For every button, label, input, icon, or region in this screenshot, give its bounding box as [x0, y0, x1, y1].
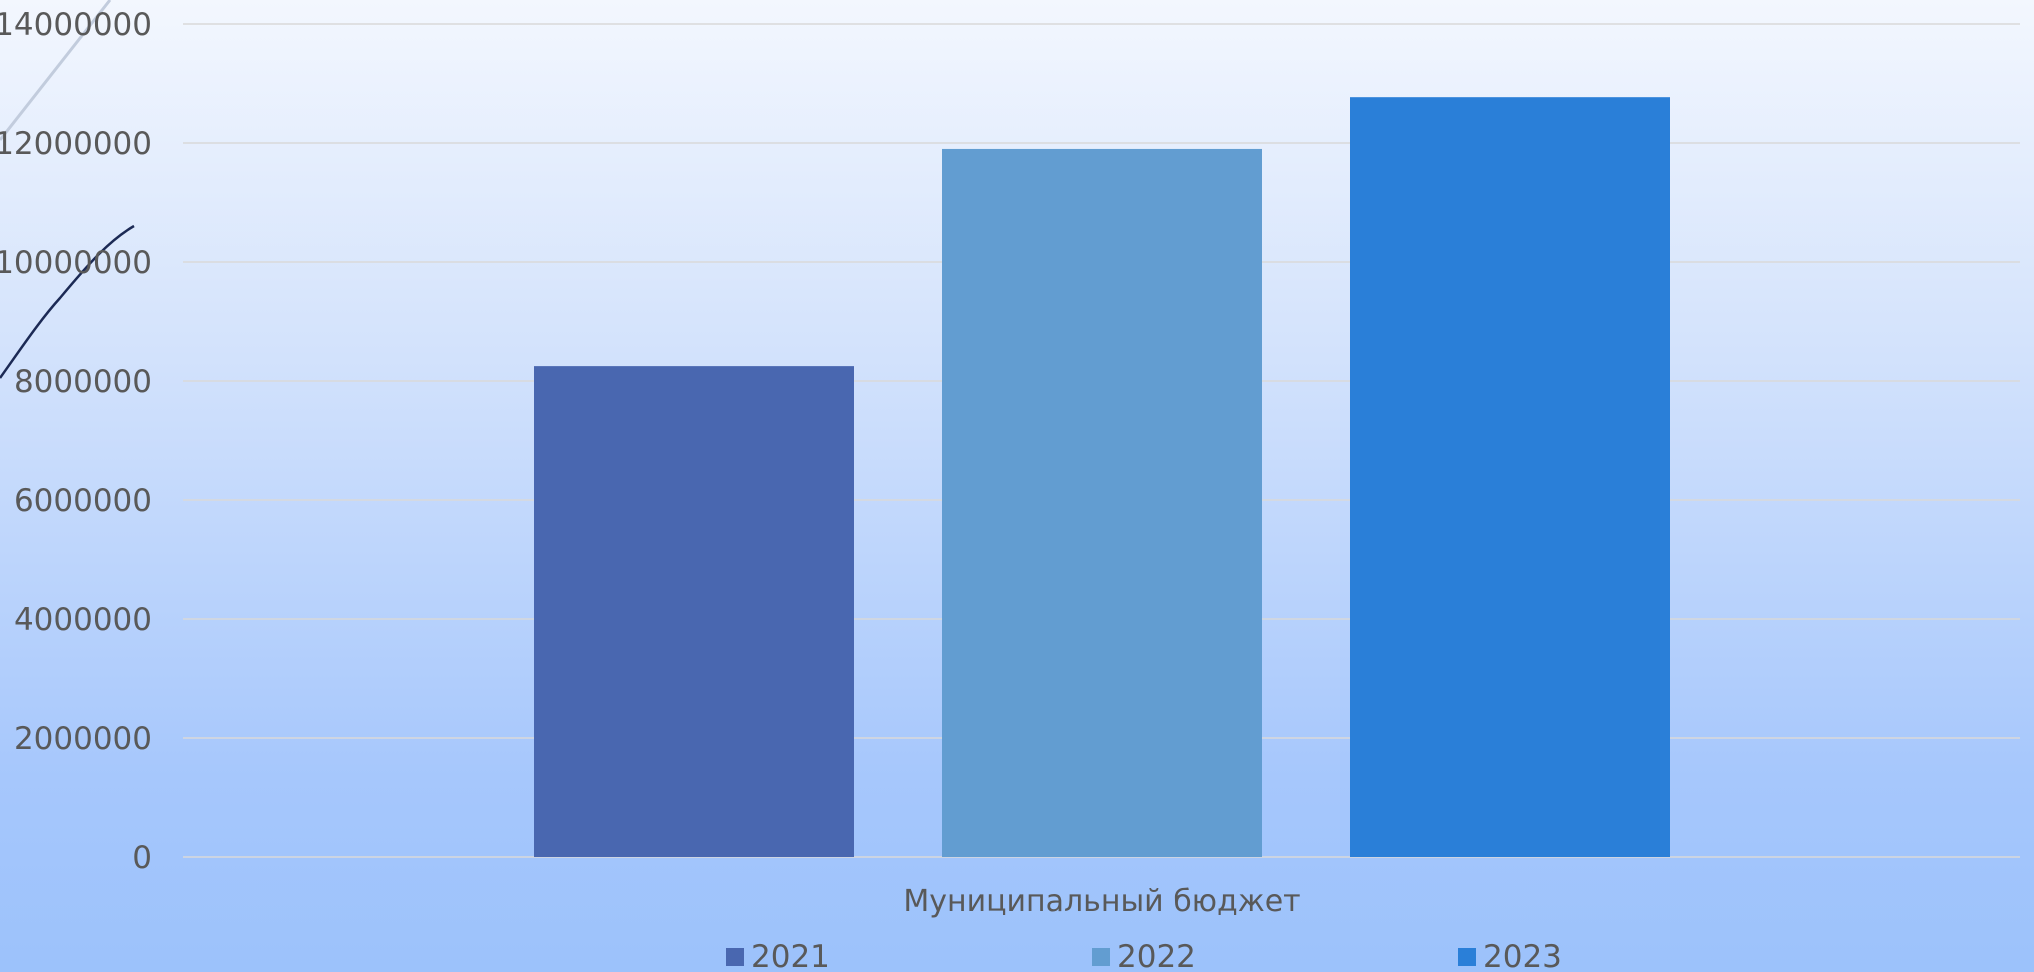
x-axis-labels: Муниципальный бюджет	[903, 884, 1300, 919]
y-tick-label: 4000000	[14, 602, 152, 638]
legend-item-2021: 2021	[726, 939, 830, 972]
legend-item-2023: 2023	[1458, 939, 1562, 972]
y-tick-label: 12000000	[0, 126, 152, 162]
bars	[534, 97, 1670, 857]
legend-item-2022: 2022	[1092, 939, 1196, 972]
x-category-label: Муниципальный бюджет	[903, 884, 1300, 919]
y-tick-label: 14000000	[0, 7, 152, 43]
y-tick-label: 2000000	[14, 721, 152, 757]
legend-label: 2022	[1117, 939, 1196, 972]
y-tick-label: 0	[132, 840, 152, 876]
decorative-line-dark	[0, 224, 135, 379]
decorative-line-light	[0, 0, 112, 141]
legend-swatch	[1458, 948, 1476, 966]
bar-2022	[942, 148, 1262, 857]
y-axis-tick-labels: 0 2000000 4000000 6000000 8000000 10000000 120…	[0, 7, 152, 876]
bar-2021	[534, 366, 854, 857]
y-tick-label: 10000000	[0, 245, 152, 281]
legend-label: 2023	[1483, 939, 1562, 972]
legend-label: 2021	[751, 939, 830, 972]
legend-swatch	[726, 948, 744, 966]
y-tick-label: 8000000	[14, 364, 152, 400]
legend: 2021 2022 2023	[726, 939, 1562, 972]
decorative-lines	[0, 0, 135, 379]
y-tick-label: 6000000	[14, 483, 152, 519]
legend-swatch	[1092, 948, 1110, 966]
bar-2023	[1350, 97, 1670, 857]
